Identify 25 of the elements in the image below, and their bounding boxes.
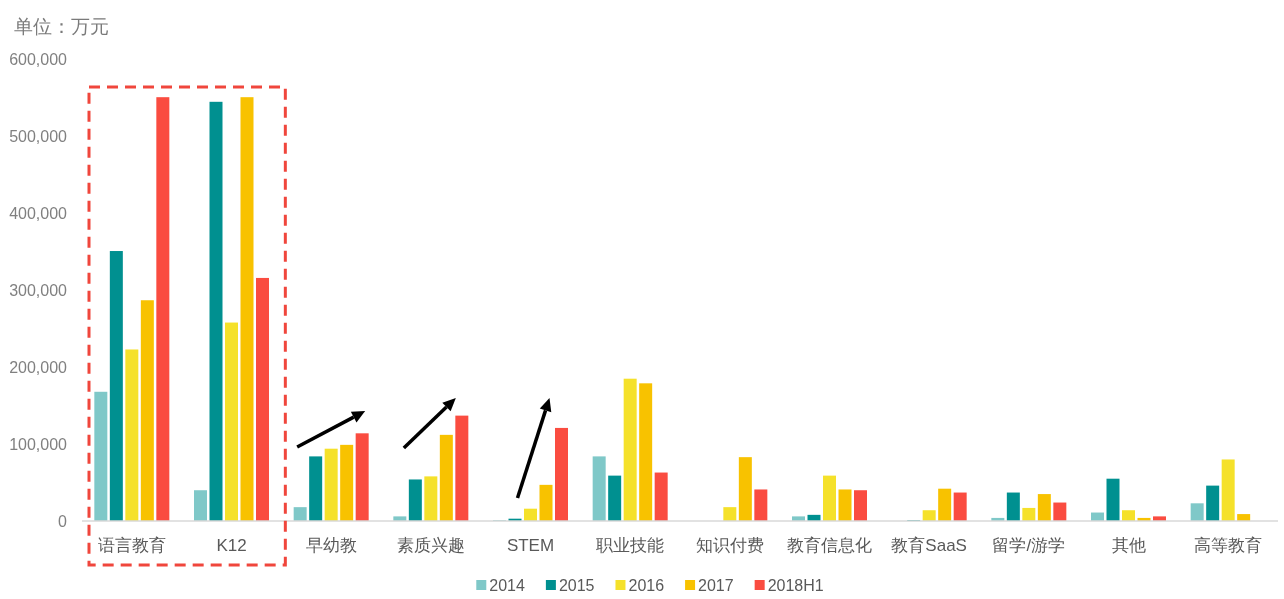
y-tick-label: 300,000 [9, 281, 68, 299]
legend-label: 2014 [489, 576, 525, 594]
y-tick-label: 400,000 [9, 204, 68, 222]
legend-label: 2016 [628, 576, 665, 594]
x-tick-label: 高等教育 [1194, 535, 1263, 555]
x-tick-label: 留学/游学 [992, 535, 1066, 555]
legend-label: 2018H1 [767, 576, 824, 594]
y-axis-title: 单位：万元 [14, 15, 109, 37]
x-tick-label: 其他 [1111, 535, 1146, 555]
legend-label: 2015 [558, 576, 595, 594]
x-tick-label: 知识付费 [695, 535, 764, 555]
x-tick-label: K12 [216, 535, 247, 555]
legend-label: 2017 [698, 576, 734, 594]
x-tick-label: 早幼教 [305, 535, 357, 555]
x-tick-label: 素质兴趣 [396, 535, 465, 555]
y-tick-label: 200,000 [9, 358, 68, 376]
y-tick-label: 100,000 [9, 435, 68, 453]
y-tick-label: 0 [58, 512, 68, 530]
x-tick-label: 语言教育 [97, 535, 166, 555]
x-tick-label: 职业技能 [596, 535, 665, 555]
y-tick-label: 600,000 [9, 51, 68, 68]
y-tick-label: 500,000 [9, 127, 68, 145]
x-tick-label: 教育SaaS [891, 535, 967, 555]
x-tick-label: STEM [506, 535, 555, 555]
x-tick-label: 教育信息化 [787, 535, 872, 555]
